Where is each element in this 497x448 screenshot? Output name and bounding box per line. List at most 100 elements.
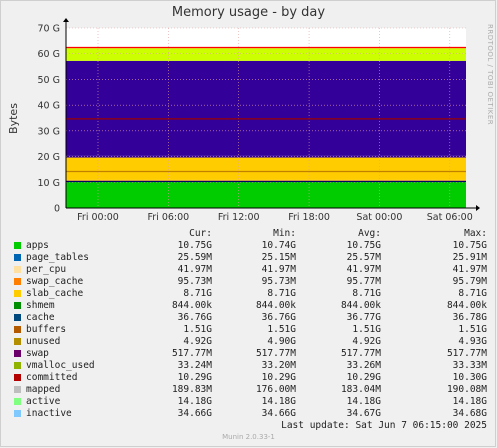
- legend-value-max: 10.30G: [452, 372, 487, 383]
- legend-row-committed: committed 10.29G 10.29G 10.29G 10.30G: [0, 372, 497, 384]
- legend-swatch: [14, 254, 21, 261]
- y-tick-label: 0: [54, 204, 60, 215]
- legend-swatch: [14, 278, 21, 285]
- legend-value-min: 33.20M: [261, 360, 296, 371]
- legend-value-max: 95.79M: [452, 276, 487, 287]
- legend-value-max: 34.68G: [452, 408, 487, 419]
- legend-value-cur: 14.18G: [177, 396, 212, 407]
- legend-series-name: buffers: [26, 324, 67, 335]
- legend-series-name: inactive: [26, 408, 72, 419]
- legend-value-max: 8.71G: [458, 288, 487, 299]
- legend-row-swap: swap 517.77M 517.77M 517.77M 517.77M: [0, 348, 497, 360]
- legend-value-max: 14.18G: [452, 396, 487, 407]
- legend-series-name: swap_cache: [26, 276, 84, 287]
- x-axis-arrow: [476, 205, 480, 211]
- y-tick-label: 20 G: [38, 152, 60, 163]
- legend-row-shmem: shmem 844.00k 844.00k 844.00k 844.00k: [0, 300, 497, 312]
- memory-area-chart: 0 10 G 20 G 30 G 40 G 50 G 60 G 70 G Fri 00:00 Fr…: [38, 18, 480, 223]
- legend-swatch: [14, 326, 21, 333]
- legend-swatch: [14, 398, 21, 405]
- y-tick-label: 30 G: [38, 126, 60, 137]
- legend-header-avg: Avg:: [358, 228, 381, 239]
- legend-value-min: 36.76G: [261, 312, 296, 323]
- legend-series-name: mapped: [26, 384, 61, 395]
- legend-swatch: [14, 386, 21, 393]
- legend-value-avg: 41.97M: [346, 264, 381, 275]
- legend-swatch: [14, 242, 21, 249]
- band-shmem: [66, 155, 466, 158]
- legend-series-name: unused: [26, 336, 61, 347]
- legend-swatch: [14, 374, 21, 381]
- legend-value-avg: 33.26M: [346, 360, 381, 371]
- legend-value-avg: 844.00k: [340, 300, 381, 311]
- legend-value-max: 41.97M: [452, 264, 487, 275]
- legend-swatch: [14, 410, 21, 417]
- y-tick-label: 40 G: [38, 101, 60, 112]
- x-tick-label: Fri 00:00: [77, 212, 119, 223]
- legend-swatch: [14, 302, 21, 309]
- legend-series-name: cache: [26, 312, 55, 323]
- band-swap_cache: [66, 179, 466, 181]
- legend-value-max: 844.00k: [446, 300, 487, 311]
- legend-swatch: [14, 350, 21, 357]
- legend-value-max: 4.93G: [458, 336, 487, 347]
- legend-value-cur: 844.00k: [171, 300, 212, 311]
- legend-row-page_tables: page_tables 25.59M 25.15M 25.57M 25.91M: [0, 252, 497, 264]
- band-apps: [66, 180, 466, 208]
- legend-value-avg: 1.51G: [352, 324, 381, 335]
- x-tick-label: Fri 06:00: [147, 212, 189, 223]
- band-unused: [66, 48, 466, 61]
- legend-value-avg: 14.18G: [346, 396, 381, 407]
- legend-header-max: Max:: [464, 228, 487, 239]
- legend-value-cur: 33.24M: [177, 360, 212, 371]
- legend-series-name: apps: [26, 240, 49, 251]
- legend-value-avg: 34.67G: [346, 408, 381, 419]
- legend-value-min: 34.66G: [261, 408, 296, 419]
- legend-value-avg: 36.77G: [346, 312, 381, 323]
- legend-value-cur: 36.76G: [177, 312, 212, 323]
- legend-value-min: 10.29G: [261, 372, 296, 383]
- legend-value-cur: 34.66G: [177, 408, 212, 419]
- y-tick-label: 10 G: [38, 178, 60, 189]
- y-tick-label: 60 G: [38, 49, 60, 60]
- legend-value-max: 1.51G: [458, 324, 487, 335]
- legend-series-name: committed: [26, 372, 78, 383]
- y-tick-label: 50 G: [38, 75, 60, 86]
- legend-value-avg: 4.92G: [352, 336, 381, 347]
- band-swap: [66, 46, 466, 49]
- legend-value-max: 10.75G: [452, 240, 487, 251]
- legend-swatch: [14, 290, 21, 297]
- legend-value-cur: 10.29G: [177, 372, 212, 383]
- legend-value-cur: 95.73M: [177, 276, 212, 287]
- band-slab_cache: [66, 157, 466, 180]
- legend-swatch: [14, 266, 21, 273]
- legend-value-max: 517.77M: [446, 348, 487, 359]
- legend-series-name: per_cpu: [26, 264, 67, 275]
- band-cache: [66, 60, 466, 156]
- legend-row-swap_cache: swap_cache 95.73M 95.73M 95.77M 95.79M: [0, 276, 497, 288]
- legend-header-cur: Cur:: [189, 228, 212, 239]
- legend-row-slab_cache: slab_cache 8.71G 8.71G 8.71G 8.71G: [0, 288, 497, 300]
- legend-series-name: active: [26, 396, 61, 407]
- legend-value-cur: 1.51G: [183, 324, 212, 335]
- legend-header-min: Min:: [273, 228, 296, 239]
- rrdtool-watermark: RRDTOOL / TOBI OETIKER: [486, 24, 494, 126]
- x-tick-label: Sat 06:00: [427, 212, 473, 223]
- munin-version: Munin 2.0.33-1: [222, 433, 275, 441]
- legend-value-avg: 183.04M: [340, 384, 381, 395]
- legend-series-name: slab_cache: [26, 288, 84, 299]
- legend-row-vmalloc_used: vmalloc_used 33.24M 33.20M 33.26M 33.33M: [0, 360, 497, 372]
- legend-value-avg: 517.77M: [340, 348, 381, 359]
- y-tick-label: 70 G: [38, 24, 60, 35]
- legend-value-min: 95.73M: [261, 276, 296, 287]
- legend-value-min: 517.77M: [255, 348, 296, 359]
- x-tick-label: Fri 12:00: [218, 212, 260, 223]
- legend-value-avg: 10.29G: [346, 372, 381, 383]
- legend-value-min: 10.74G: [261, 240, 296, 251]
- chart-title: Memory usage - by day: [171, 5, 326, 20]
- legend-row-mapped: mapped 189.83M 176.00M 183.04M 190.08M: [0, 384, 497, 396]
- legend-value-avg: 25.57M: [346, 252, 381, 263]
- legend-series-name: vmalloc_used: [26, 360, 95, 371]
- x-tick-label: Sat 00:00: [356, 212, 402, 223]
- legend-series-name: swap: [26, 348, 49, 359]
